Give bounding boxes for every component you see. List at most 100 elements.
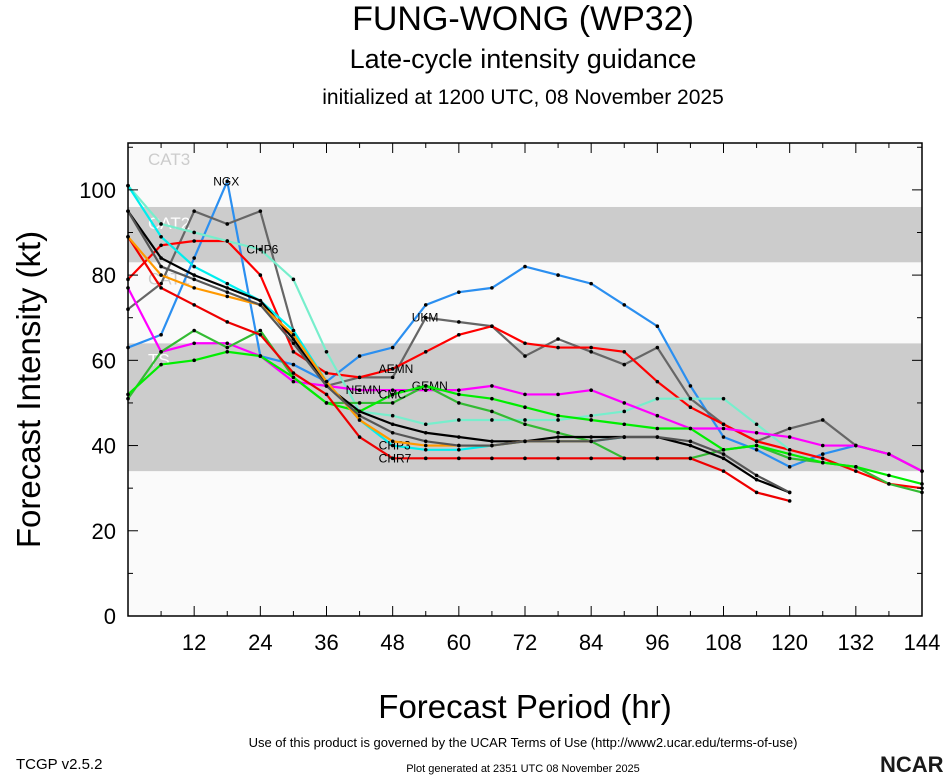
data-point bbox=[721, 396, 726, 401]
data-point bbox=[721, 448, 726, 452]
data-point bbox=[754, 422, 759, 427]
ncar-logo: NCAR bbox=[880, 752, 944, 777]
data-point bbox=[820, 460, 825, 465]
data-point bbox=[688, 439, 693, 444]
data-point bbox=[324, 350, 329, 354]
data-point bbox=[490, 418, 494, 422]
data-point bbox=[258, 328, 263, 333]
data-point bbox=[622, 422, 627, 427]
data-point bbox=[291, 337, 296, 341]
data-point bbox=[754, 443, 759, 448]
data-point bbox=[820, 418, 825, 422]
data-point bbox=[655, 379, 660, 384]
data-point bbox=[357, 413, 362, 418]
data-point bbox=[423, 315, 428, 320]
data-point bbox=[457, 320, 461, 324]
band-cat3 bbox=[128, 143, 922, 207]
data-point bbox=[390, 422, 395, 427]
data-point bbox=[225, 341, 230, 346]
data-point bbox=[589, 345, 593, 350]
data-point bbox=[291, 379, 296, 384]
data-point bbox=[820, 443, 825, 448]
data-point bbox=[457, 332, 461, 337]
data-point bbox=[854, 469, 858, 473]
y-tick-label: 100 bbox=[79, 178, 116, 203]
data-point bbox=[490, 456, 494, 461]
x-tick-label: 144 bbox=[904, 630, 941, 655]
chart-title: FUNG-WONG (WP32) bbox=[352, 0, 694, 38]
data-point bbox=[556, 439, 560, 444]
data-point bbox=[655, 456, 660, 461]
data-point bbox=[423, 384, 428, 388]
data-point bbox=[324, 384, 329, 388]
data-point bbox=[490, 324, 494, 329]
data-point bbox=[192, 328, 196, 333]
y-tick-label: 20 bbox=[92, 519, 116, 544]
data-point bbox=[457, 290, 461, 294]
x-tick-label: 108 bbox=[705, 630, 742, 655]
data-point bbox=[258, 298, 263, 303]
data-point bbox=[622, 401, 627, 405]
data-point bbox=[390, 375, 395, 380]
data-point bbox=[225, 179, 230, 184]
data-point bbox=[291, 371, 296, 375]
data-point bbox=[192, 303, 196, 307]
data-point bbox=[192, 277, 196, 282]
data-point bbox=[159, 286, 163, 290]
data-point bbox=[589, 456, 593, 461]
data-point bbox=[754, 430, 759, 435]
data-point bbox=[357, 418, 362, 422]
data-point bbox=[589, 418, 593, 422]
data-point bbox=[324, 392, 329, 397]
data-point bbox=[457, 448, 461, 452]
data-point bbox=[225, 294, 230, 299]
data-point bbox=[159, 362, 163, 367]
data-point bbox=[225, 320, 230, 324]
data-point bbox=[655, 345, 660, 350]
data-point bbox=[688, 384, 693, 388]
data-point bbox=[787, 490, 792, 495]
data-point bbox=[721, 422, 726, 427]
data-point bbox=[390, 439, 395, 444]
terms-text: Use of this product is governed by the U… bbox=[248, 735, 798, 750]
init-time: initialized at 1200 UTC, 08 November 202… bbox=[322, 86, 724, 109]
data-point bbox=[423, 350, 428, 354]
data-point bbox=[490, 443, 494, 448]
data-point bbox=[556, 456, 560, 461]
data-point bbox=[523, 418, 527, 422]
data-point bbox=[622, 362, 627, 367]
x-tick-label: 120 bbox=[771, 630, 808, 655]
data-point bbox=[159, 264, 163, 269]
data-point bbox=[390, 388, 395, 392]
data-point bbox=[159, 234, 163, 239]
data-point bbox=[556, 392, 560, 397]
data-point bbox=[589, 439, 593, 444]
band-label: CAT3 bbox=[148, 150, 190, 169]
data-point bbox=[622, 409, 627, 414]
data-point bbox=[721, 452, 726, 456]
data-point bbox=[225, 350, 230, 354]
data-point bbox=[258, 247, 263, 252]
data-point bbox=[357, 375, 362, 380]
data-point bbox=[490, 439, 494, 444]
data-point bbox=[556, 345, 560, 350]
data-point bbox=[423, 439, 428, 444]
data-point bbox=[754, 473, 759, 478]
data-point bbox=[258, 354, 263, 358]
data-point bbox=[291, 328, 296, 333]
data-point bbox=[523, 354, 527, 358]
data-point bbox=[556, 273, 560, 277]
data-point bbox=[523, 456, 527, 461]
data-point bbox=[754, 439, 759, 444]
x-tick-label: 48 bbox=[380, 630, 404, 655]
series-label: CMC bbox=[379, 387, 407, 401]
data-point bbox=[390, 456, 395, 461]
data-point bbox=[357, 388, 362, 392]
data-point bbox=[490, 396, 494, 401]
data-point bbox=[390, 345, 395, 350]
data-point bbox=[192, 230, 196, 235]
series-label: AEMN bbox=[379, 362, 414, 376]
version-text: TCGP v2.5.2 bbox=[16, 756, 103, 773]
data-point bbox=[390, 401, 395, 405]
